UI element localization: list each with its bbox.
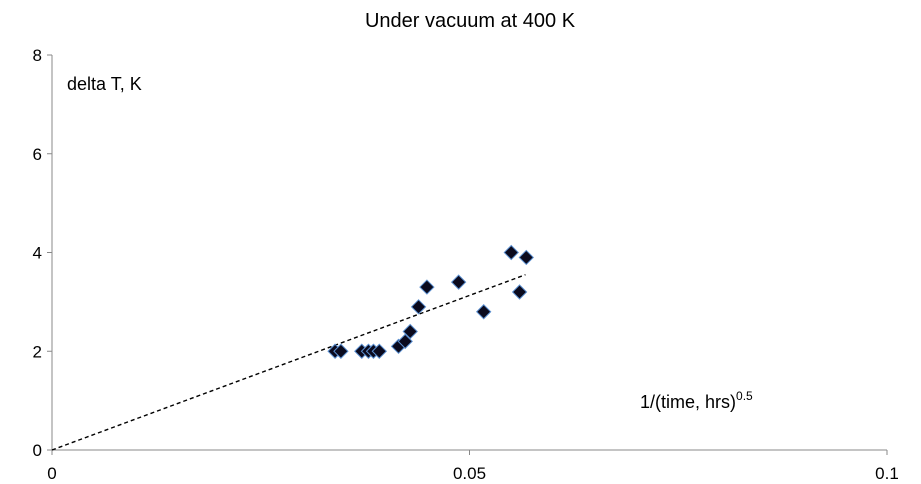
y-tick-label: 8: [33, 46, 42, 65]
y-tick-label: 2: [33, 342, 42, 361]
linear-trendline: [51, 274, 526, 451]
y-tick-label: 4: [33, 244, 42, 263]
x-axis-label-main: 1/(time, hrs): [640, 392, 736, 412]
y-tick-label: 6: [33, 145, 42, 164]
data-point: [402, 323, 418, 340]
y-ticks: 0 2 4 6 8: [33, 46, 52, 460]
data-point: [410, 299, 427, 315]
y-axis-label: delta T, K: [67, 74, 142, 94]
data-point: [511, 284, 528, 300]
data-point: [333, 343, 349, 359]
data-point: [450, 274, 467, 290]
x-axis-label: 1/(time, hrs)0.5: [640, 389, 753, 412]
y-tick-label: 0: [33, 441, 42, 460]
data-point: [371, 343, 388, 359]
data-point: [503, 244, 519, 261]
data-point: [397, 333, 413, 350]
data-point: [419, 279, 435, 295]
x-tick-label: 0: [47, 464, 56, 483]
x-axis-label-exponent: 0.5: [736, 389, 753, 403]
chart-title: Under vacuum at 400 K: [365, 10, 576, 32]
axes: [51, 55, 887, 453]
trendline: [51, 274, 526, 451]
x-tick-label: 0.05: [453, 464, 486, 483]
data-point: [475, 304, 492, 320]
x-tick-label: 0.1: [875, 464, 899, 483]
data-point: [518, 249, 534, 266]
data-points: [327, 244, 534, 359]
x-ticks: 0 0.05 0.1: [47, 450, 899, 483]
